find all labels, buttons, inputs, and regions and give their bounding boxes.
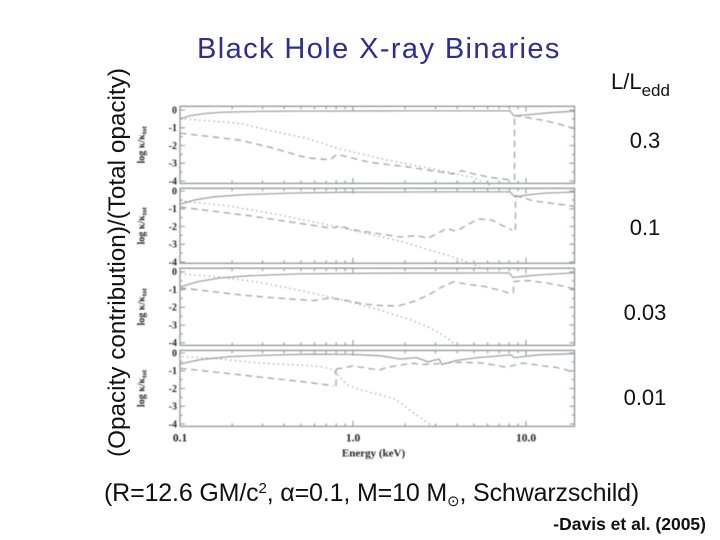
svg-text:1.0: 1.0 (346, 433, 361, 445)
svg-text:-2: -2 (169, 384, 177, 395)
svg-text:-2: -2 (169, 222, 177, 233)
svg-text:-1: -1 (169, 204, 177, 215)
svg-text:log κ/κtot: log κ/κtot (137, 287, 149, 325)
svg-text:-3: -3 (169, 320, 177, 331)
svg-text:-4: -4 (169, 176, 177, 187)
svg-text:-4: -4 (169, 338, 177, 349)
svg-text:log κ/κtot: log κ/κtot (137, 125, 149, 163)
svg-text:-3: -3 (169, 159, 177, 170)
svg-text:-4: -4 (169, 419, 177, 430)
svg-text:-3: -3 (169, 402, 177, 413)
svg-text:0.1: 0.1 (173, 433, 188, 445)
svg-text:0: 0 (172, 105, 177, 116)
svg-text:0: 0 (172, 267, 177, 278)
svg-text:-2: -2 (169, 141, 177, 152)
svg-text:-3: -3 (169, 240, 177, 251)
svg-text:-1: -1 (169, 285, 177, 296)
svg-text:-1: -1 (169, 123, 177, 134)
svg-text:-1: -1 (169, 366, 177, 377)
svg-text:0: 0 (172, 348, 177, 359)
svg-text:-2: -2 (169, 303, 177, 314)
svg-text:log κ/κtot: log κ/κtot (137, 206, 149, 244)
svg-text:log κ/κtot: log κ/κtot (137, 369, 149, 407)
svg-text:0: 0 (172, 186, 177, 197)
svg-text:10.0: 10.0 (516, 433, 536, 445)
svg-text:Energy (keV): Energy (keV) (342, 448, 406, 460)
svg-text:-4: -4 (169, 257, 177, 268)
